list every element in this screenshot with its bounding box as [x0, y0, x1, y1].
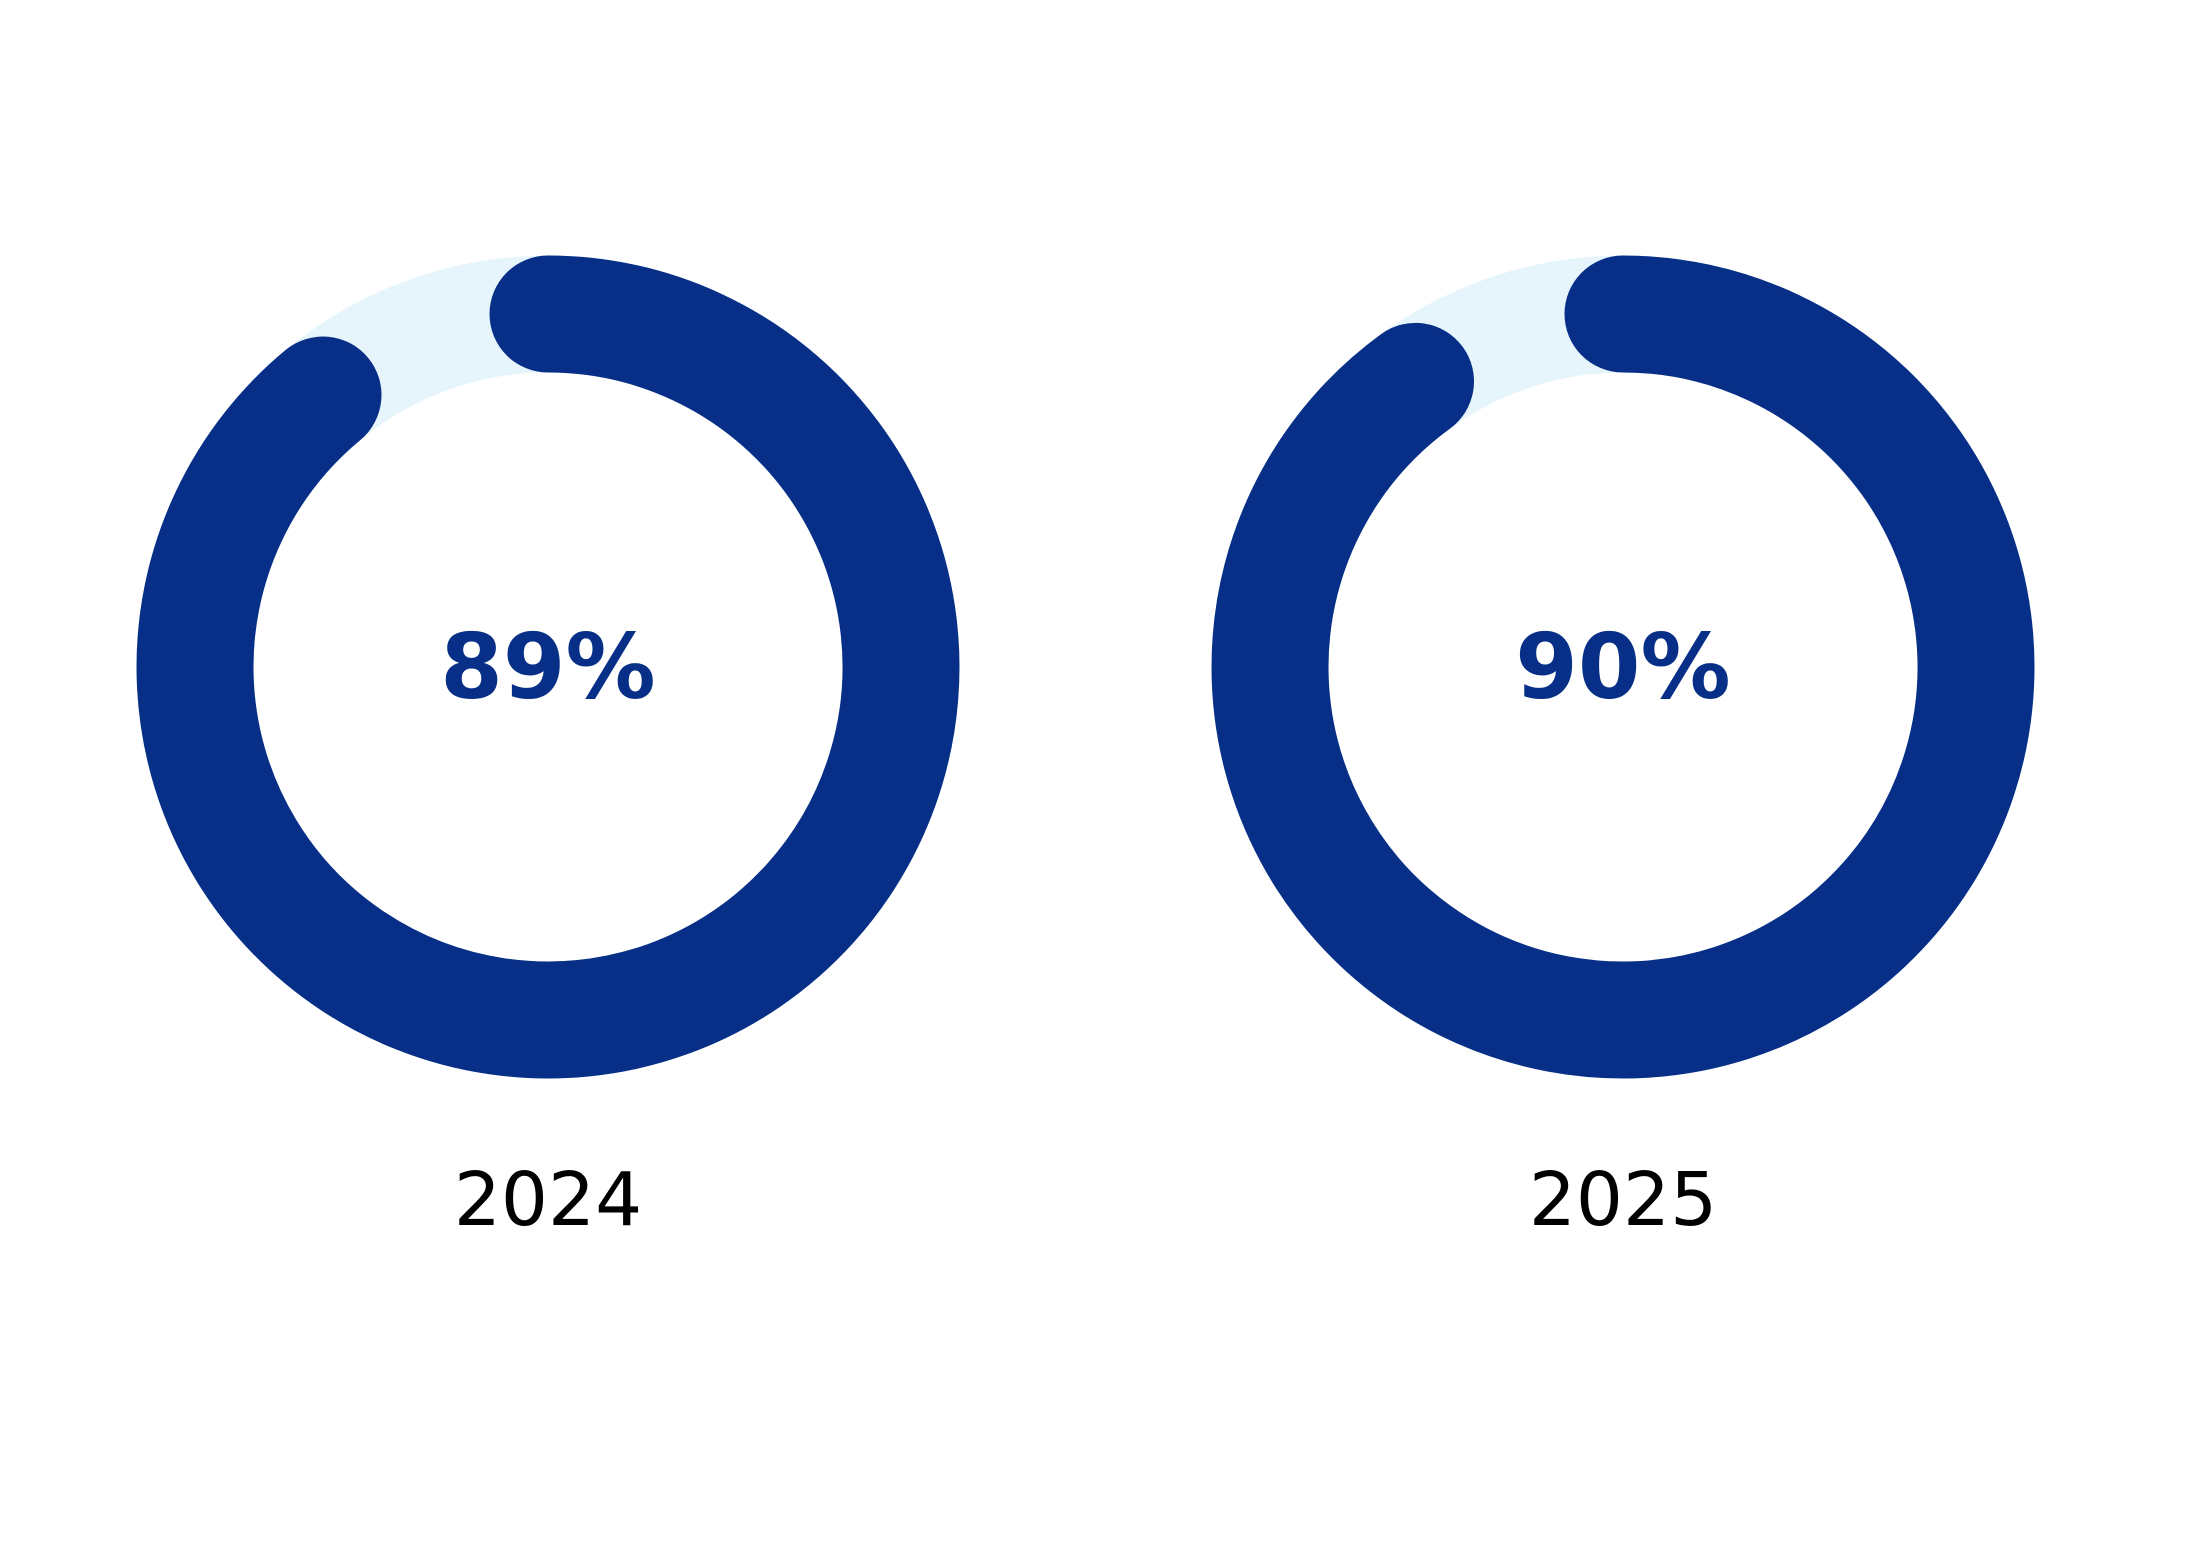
chart-label: 2024: [454, 1157, 642, 1243]
chart-label: 2025: [1529, 1157, 1717, 1243]
donut-arc: [136, 255, 960, 1079]
donut-arc: [1211, 255, 2035, 1079]
value-label: 90%: [1515, 615, 1730, 720]
value-label: 89%: [440, 615, 655, 720]
